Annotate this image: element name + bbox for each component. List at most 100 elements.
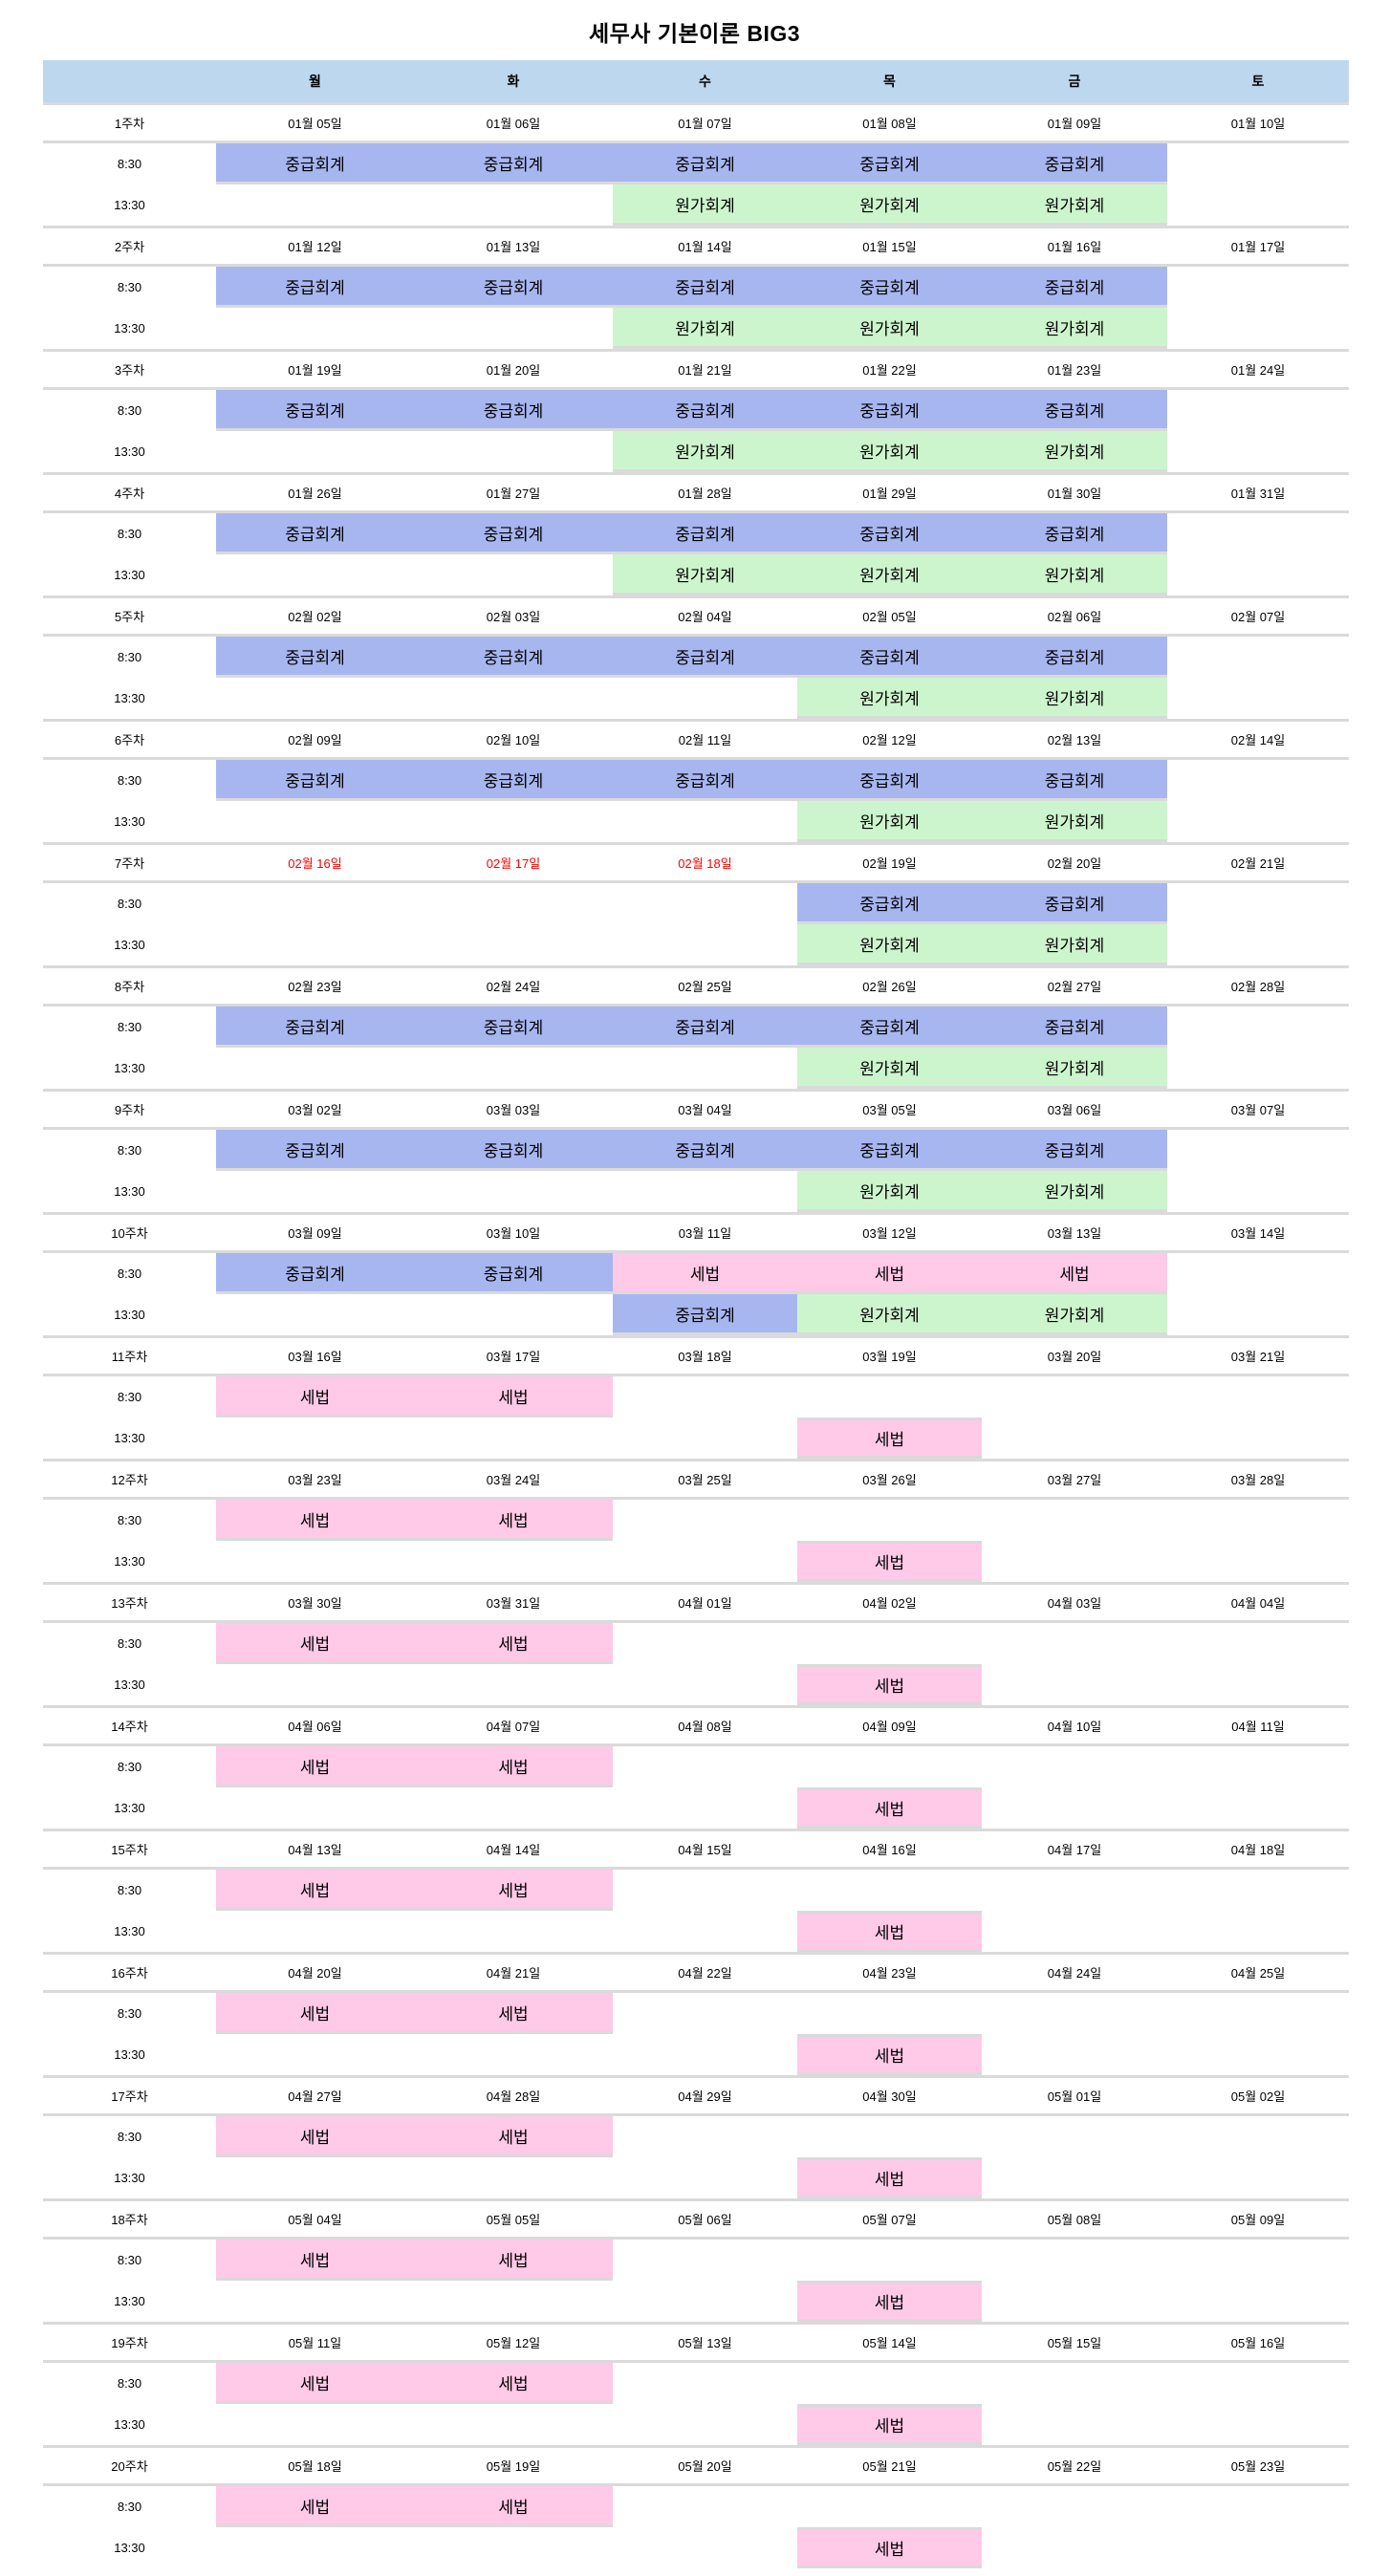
time-label: 8:30	[117, 773, 142, 788]
class-cell: 원가회계	[982, 554, 1167, 595]
time-label: 13:30	[114, 938, 145, 952]
week-label: 19주차	[111, 2336, 148, 2350]
empty-cell	[414, 2404, 613, 2445]
day-header-2: 수	[699, 74, 711, 89]
empty-cell	[613, 801, 797, 842]
empty-cell	[613, 2527, 797, 2568]
schedule-table: 월 화 수 목 금 토 1주차 01월 05일 01월 06일 01월 07일 01월 08일 01…	[43, 60, 1349, 2568]
empty-cell	[797, 1500, 982, 1541]
week-label: 9주차	[114, 1103, 145, 1117]
date-cell: 01월 13일	[486, 240, 541, 254]
afternoon-row: 13:30 원가회계 원가회계	[43, 1171, 1349, 1212]
date-cell: 03월 06일	[1047, 1103, 1102, 1117]
time-label: 8:30	[117, 1883, 142, 1897]
week-label: 17주차	[111, 2089, 148, 2104]
empty-cell	[613, 1376, 797, 1418]
time-label: 13:30	[114, 2047, 145, 2062]
date-cell: 01월 06일	[486, 117, 541, 131]
empty-cell	[216, 1787, 414, 1829]
empty-cell	[216, 2034, 414, 2075]
date-cell: 04월 22일	[678, 1966, 732, 1981]
morning-row: 8:30 세법 세법	[43, 1623, 1349, 1664]
date-cell: 04월 24일	[1047, 1966, 1102, 1981]
class-cell: 중급회계	[216, 267, 414, 308]
date-cell: 05월 05일	[486, 2213, 541, 2227]
empty-cell	[1167, 308, 1349, 349]
class-cell: 세법	[797, 1664, 982, 1705]
empty-cell	[1167, 1171, 1349, 1212]
week-label: 18주차	[111, 2213, 148, 2227]
date-cell: 01월 17일	[1230, 240, 1286, 254]
class-cell: 중급회계	[797, 637, 982, 678]
empty-cell	[1167, 1623, 1349, 1664]
date-row: 15주차 04월 13일 04월 14일 04월 15일 04월 16일 04월 17일 0…	[43, 1829, 1349, 1870]
empty-cell	[414, 2527, 613, 2568]
class-cell: 중급회계	[613, 1007, 797, 1048]
time-label: 8:30	[117, 1143, 142, 1158]
class-cell: 중급회계	[982, 267, 1167, 308]
time-label: 8:30	[117, 1760, 142, 1774]
class-cell: 세법	[797, 1541, 982, 1582]
class-cell: 중급회계	[216, 760, 414, 801]
time-label: 13:30	[114, 1184, 145, 1199]
class-cell: 원가회계	[797, 1171, 982, 1212]
class-cell: 원가회계	[613, 554, 797, 595]
date-cell: 04월 09일	[862, 1720, 917, 1734]
week-label: 1주차	[114, 117, 145, 131]
time-label: 8:30	[117, 157, 142, 171]
date-cell: 01월 14일	[678, 240, 732, 254]
time-label: 8:30	[117, 897, 142, 911]
date-row: 20주차 05월 18일 05월 19일 05월 20일 05월 21일 05월 22일 0…	[43, 2445, 1349, 2486]
date-cell: 02월 20일	[1047, 856, 1102, 871]
date-cell: 02월 28일	[1230, 980, 1286, 994]
empty-cell	[797, 1376, 982, 1418]
class-cell: 중급회계	[216, 143, 414, 184]
class-cell: 원가회계	[797, 1048, 982, 1089]
empty-cell	[216, 2157, 414, 2198]
date-cell: 05월 15일	[1047, 2336, 1102, 2350]
class-cell: 중급회계	[216, 513, 414, 554]
time-label: 8:30	[117, 2253, 142, 2267]
class-cell: 중급회계	[982, 1007, 1167, 1048]
empty-cell	[613, 2240, 797, 2281]
date-cell: 02월 23일	[288, 980, 342, 994]
time-label: 8:30	[117, 650, 142, 664]
empty-cell	[1167, 2363, 1349, 2404]
class-cell: 중급회계	[414, 513, 613, 554]
time-label: 13:30	[114, 1308, 145, 1322]
empty-cell	[414, 883, 613, 924]
date-row: 19주차 05월 11일 05월 12일 05월 13일 05월 14일 05월 15일 0…	[43, 2322, 1349, 2363]
class-cell: 원가회계	[797, 1294, 982, 1335]
date-cell: 01월 26일	[288, 487, 342, 501]
date-cell: 03월 02일	[288, 1103, 342, 1117]
time-label: 13:30	[114, 444, 145, 459]
afternoon-row: 13:30 세법	[43, 1418, 1349, 1459]
empty-cell	[982, 1787, 1167, 1829]
class-cell: 중급회계	[982, 513, 1167, 554]
empty-cell	[414, 1911, 613, 1952]
empty-cell	[1167, 1541, 1349, 1582]
date-cell: 03월 31일	[486, 1596, 541, 1611]
class-cell: 세법	[414, 1376, 613, 1418]
empty-cell	[1167, 2281, 1349, 2322]
week-label: 20주차	[111, 2459, 148, 2474]
class-cell: 세법	[414, 1500, 613, 1541]
morning-row: 8:30 세법 세법	[43, 1500, 1349, 1541]
class-cell: 원가회계	[797, 924, 982, 965]
class-cell: 원가회계	[797, 801, 982, 842]
class-cell: 세법	[216, 2486, 414, 2527]
empty-cell	[982, 2116, 1167, 2157]
empty-cell	[613, 2404, 797, 2445]
class-cell: 중급회계	[613, 143, 797, 184]
class-cell: 원가회계	[797, 308, 982, 349]
week-label: 8주차	[114, 980, 145, 994]
empty-cell	[216, 883, 414, 924]
date-row: 13주차 03월 30일 03월 31일 04월 01일 04월 02일 04월 03일 0…	[43, 1582, 1349, 1623]
empty-cell	[216, 184, 414, 226]
date-cell: 02월 19일	[862, 856, 917, 871]
date-cell: 02월 11일	[678, 733, 732, 747]
class-cell: 중급회계	[982, 143, 1167, 184]
afternoon-row: 13:30 세법	[43, 1664, 1349, 1705]
date-row: 17주차 04월 27일 04월 28일 04월 29일 04월 30일 05월 01일 0…	[43, 2075, 1349, 2116]
